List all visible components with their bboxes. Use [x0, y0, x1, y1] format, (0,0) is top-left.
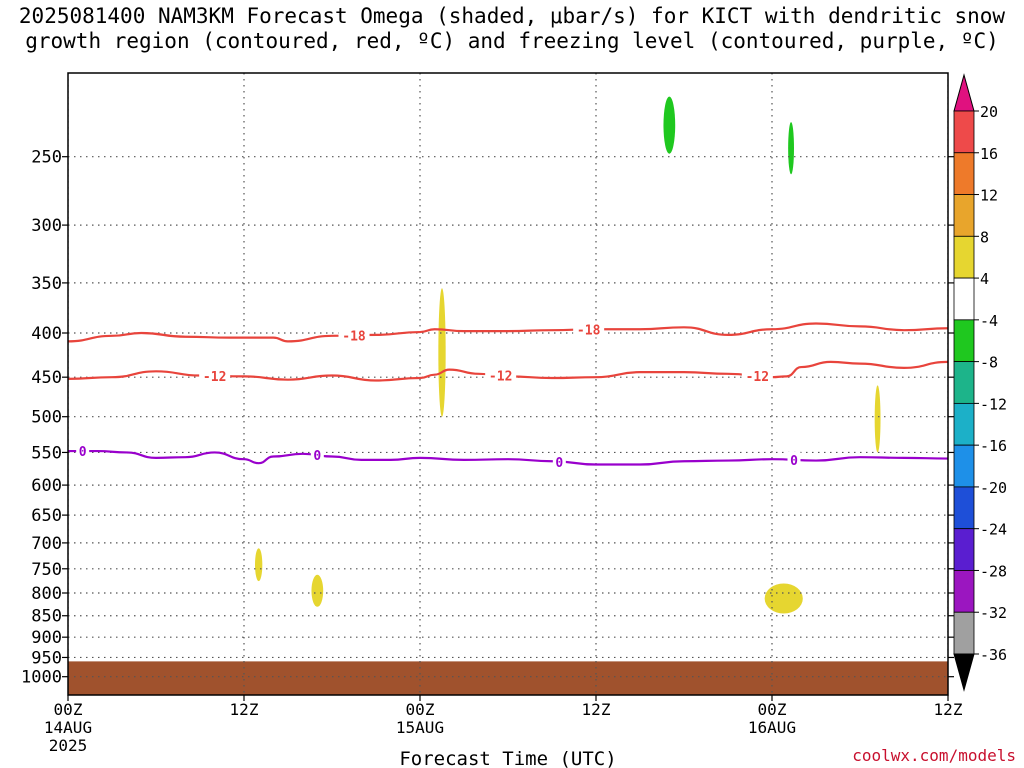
colorbar-segment — [953, 444, 975, 488]
omega-blob-6 — [764, 583, 803, 614]
colorbar-label: -36 — [980, 646, 1007, 664]
colorbar-segment — [953, 570, 975, 613]
contour-label-bg — [199, 367, 231, 384]
contour-label-bg — [76, 443, 90, 460]
y-tick-label: 350 — [31, 274, 62, 294]
y-tick-label: 900 — [31, 628, 62, 648]
colorbar-label: 8 — [980, 228, 989, 246]
x-tick-label: 00Z — [54, 700, 83, 719]
colorbar-segment — [953, 152, 975, 195]
y-tick-label: 400 — [31, 324, 62, 344]
x-tick-year: 2025 — [49, 736, 88, 755]
x-tick-date: 14AUG — [44, 718, 92, 737]
omega-blob-1 — [663, 96, 676, 154]
watermark: coolwx.com/models — [852, 746, 1016, 765]
colorbar-label: -8 — [980, 354, 998, 372]
contour-line-0 — [68, 449, 948, 466]
x-tick-label: 12Z — [230, 700, 259, 719]
x-tick-date: 16AUG — [748, 718, 796, 737]
contour-label-bg — [338, 327, 370, 344]
x-axis-title: Forecast Time (UTC) — [399, 748, 616, 768]
contour-label: -12 — [489, 370, 512, 385]
colorbar-label: 20 — [980, 103, 998, 121]
y-tick-label: 850 — [31, 607, 62, 627]
colorbar-label: -32 — [980, 604, 1007, 622]
y-tick-label: 300 — [31, 216, 62, 236]
contour-label: -12 — [746, 370, 769, 385]
ground-fill — [68, 661, 948, 695]
colorbar-segment — [953, 235, 975, 279]
contour-label-bg — [485, 367, 517, 384]
colorbar-segment — [953, 402, 975, 446]
contour-label: 0 — [555, 456, 563, 471]
colorbar-segment — [953, 486, 975, 530]
y-tick-label: 800 — [31, 584, 62, 604]
contour-label-bg — [573, 321, 605, 338]
colorbar-segment — [953, 319, 975, 363]
chart-title: 2025081400 NAM3KM Forecast Omega (shaded… — [0, 4, 1024, 54]
colorbar-label: -20 — [980, 479, 1007, 497]
y-tick-label: 550 — [31, 443, 62, 463]
title-line-2: growth region (contoured, red, ºC) and f… — [25, 29, 999, 53]
colorbar-label: -4 — [980, 312, 998, 330]
x-tick-label: 12Z — [934, 700, 963, 719]
x-tick-label: 00Z — [758, 700, 787, 719]
omega-blob-5 — [311, 574, 324, 607]
y-tick-label: 450 — [31, 368, 62, 388]
contour-label-bg — [552, 453, 566, 470]
contour-label-bg — [310, 447, 324, 464]
contour-label-bg — [741, 368, 773, 385]
omega-blob-2 — [788, 122, 794, 175]
plot-area: -18 -18 -12 -12 -12 0 0 0 0 — [68, 73, 948, 695]
y-tick-label: 250 — [31, 148, 62, 168]
colorbar-segment — [953, 361, 975, 404]
y-tick-label: 700 — [31, 534, 62, 554]
colorbar-label: 4 — [980, 270, 989, 288]
colorbar-segment — [953, 194, 975, 237]
colorbar-label: -24 — [980, 521, 1007, 539]
contour-label: -12 — [203, 370, 226, 385]
plot-frame — [67, 72, 949, 696]
y-tick-label: 500 — [31, 408, 62, 428]
x-tick-date: 15AUG — [396, 718, 444, 737]
colorbar-label: -28 — [980, 562, 1007, 580]
y-tick-label: 950 — [31, 648, 62, 668]
contour-label: 0 — [313, 449, 321, 464]
x-tick-label: 12Z — [582, 700, 611, 719]
contour-label: 0 — [79, 445, 87, 460]
colorbar-bottom-arrow — [953, 653, 975, 692]
colorbar-segment — [953, 110, 975, 154]
title-line-1: 2025081400 NAM3KM Forecast Omega (shaded… — [18, 4, 1006, 28]
colorbar-segment — [953, 611, 975, 655]
y-tick-label: 600 — [31, 476, 62, 496]
omega-blob-3 — [874, 385, 881, 453]
colorbar-segment — [953, 277, 975, 321]
y-tick-label: 650 — [31, 506, 62, 526]
colorbar-top-arrow — [953, 73, 975, 112]
x-tick-label: 00Z — [406, 700, 435, 719]
contour-label: -18 — [342, 329, 366, 344]
omega-blob-4 — [254, 548, 263, 582]
colorbar-label: 16 — [980, 145, 998, 163]
colorbar-label: 12 — [980, 187, 998, 205]
contour-line--18 — [68, 322, 948, 343]
contour-label: 0 — [790, 454, 798, 469]
y-tick-label: 1000 — [21, 668, 62, 688]
contour-label-bg — [787, 451, 801, 468]
colorbar-label: -16 — [980, 437, 1007, 455]
contour-label: -18 — [577, 323, 601, 338]
colorbar-label: -12 — [980, 395, 1007, 413]
y-tick-label: 750 — [31, 560, 62, 580]
colorbar-segment — [953, 528, 975, 571]
omega-blob-0 — [438, 288, 446, 417]
